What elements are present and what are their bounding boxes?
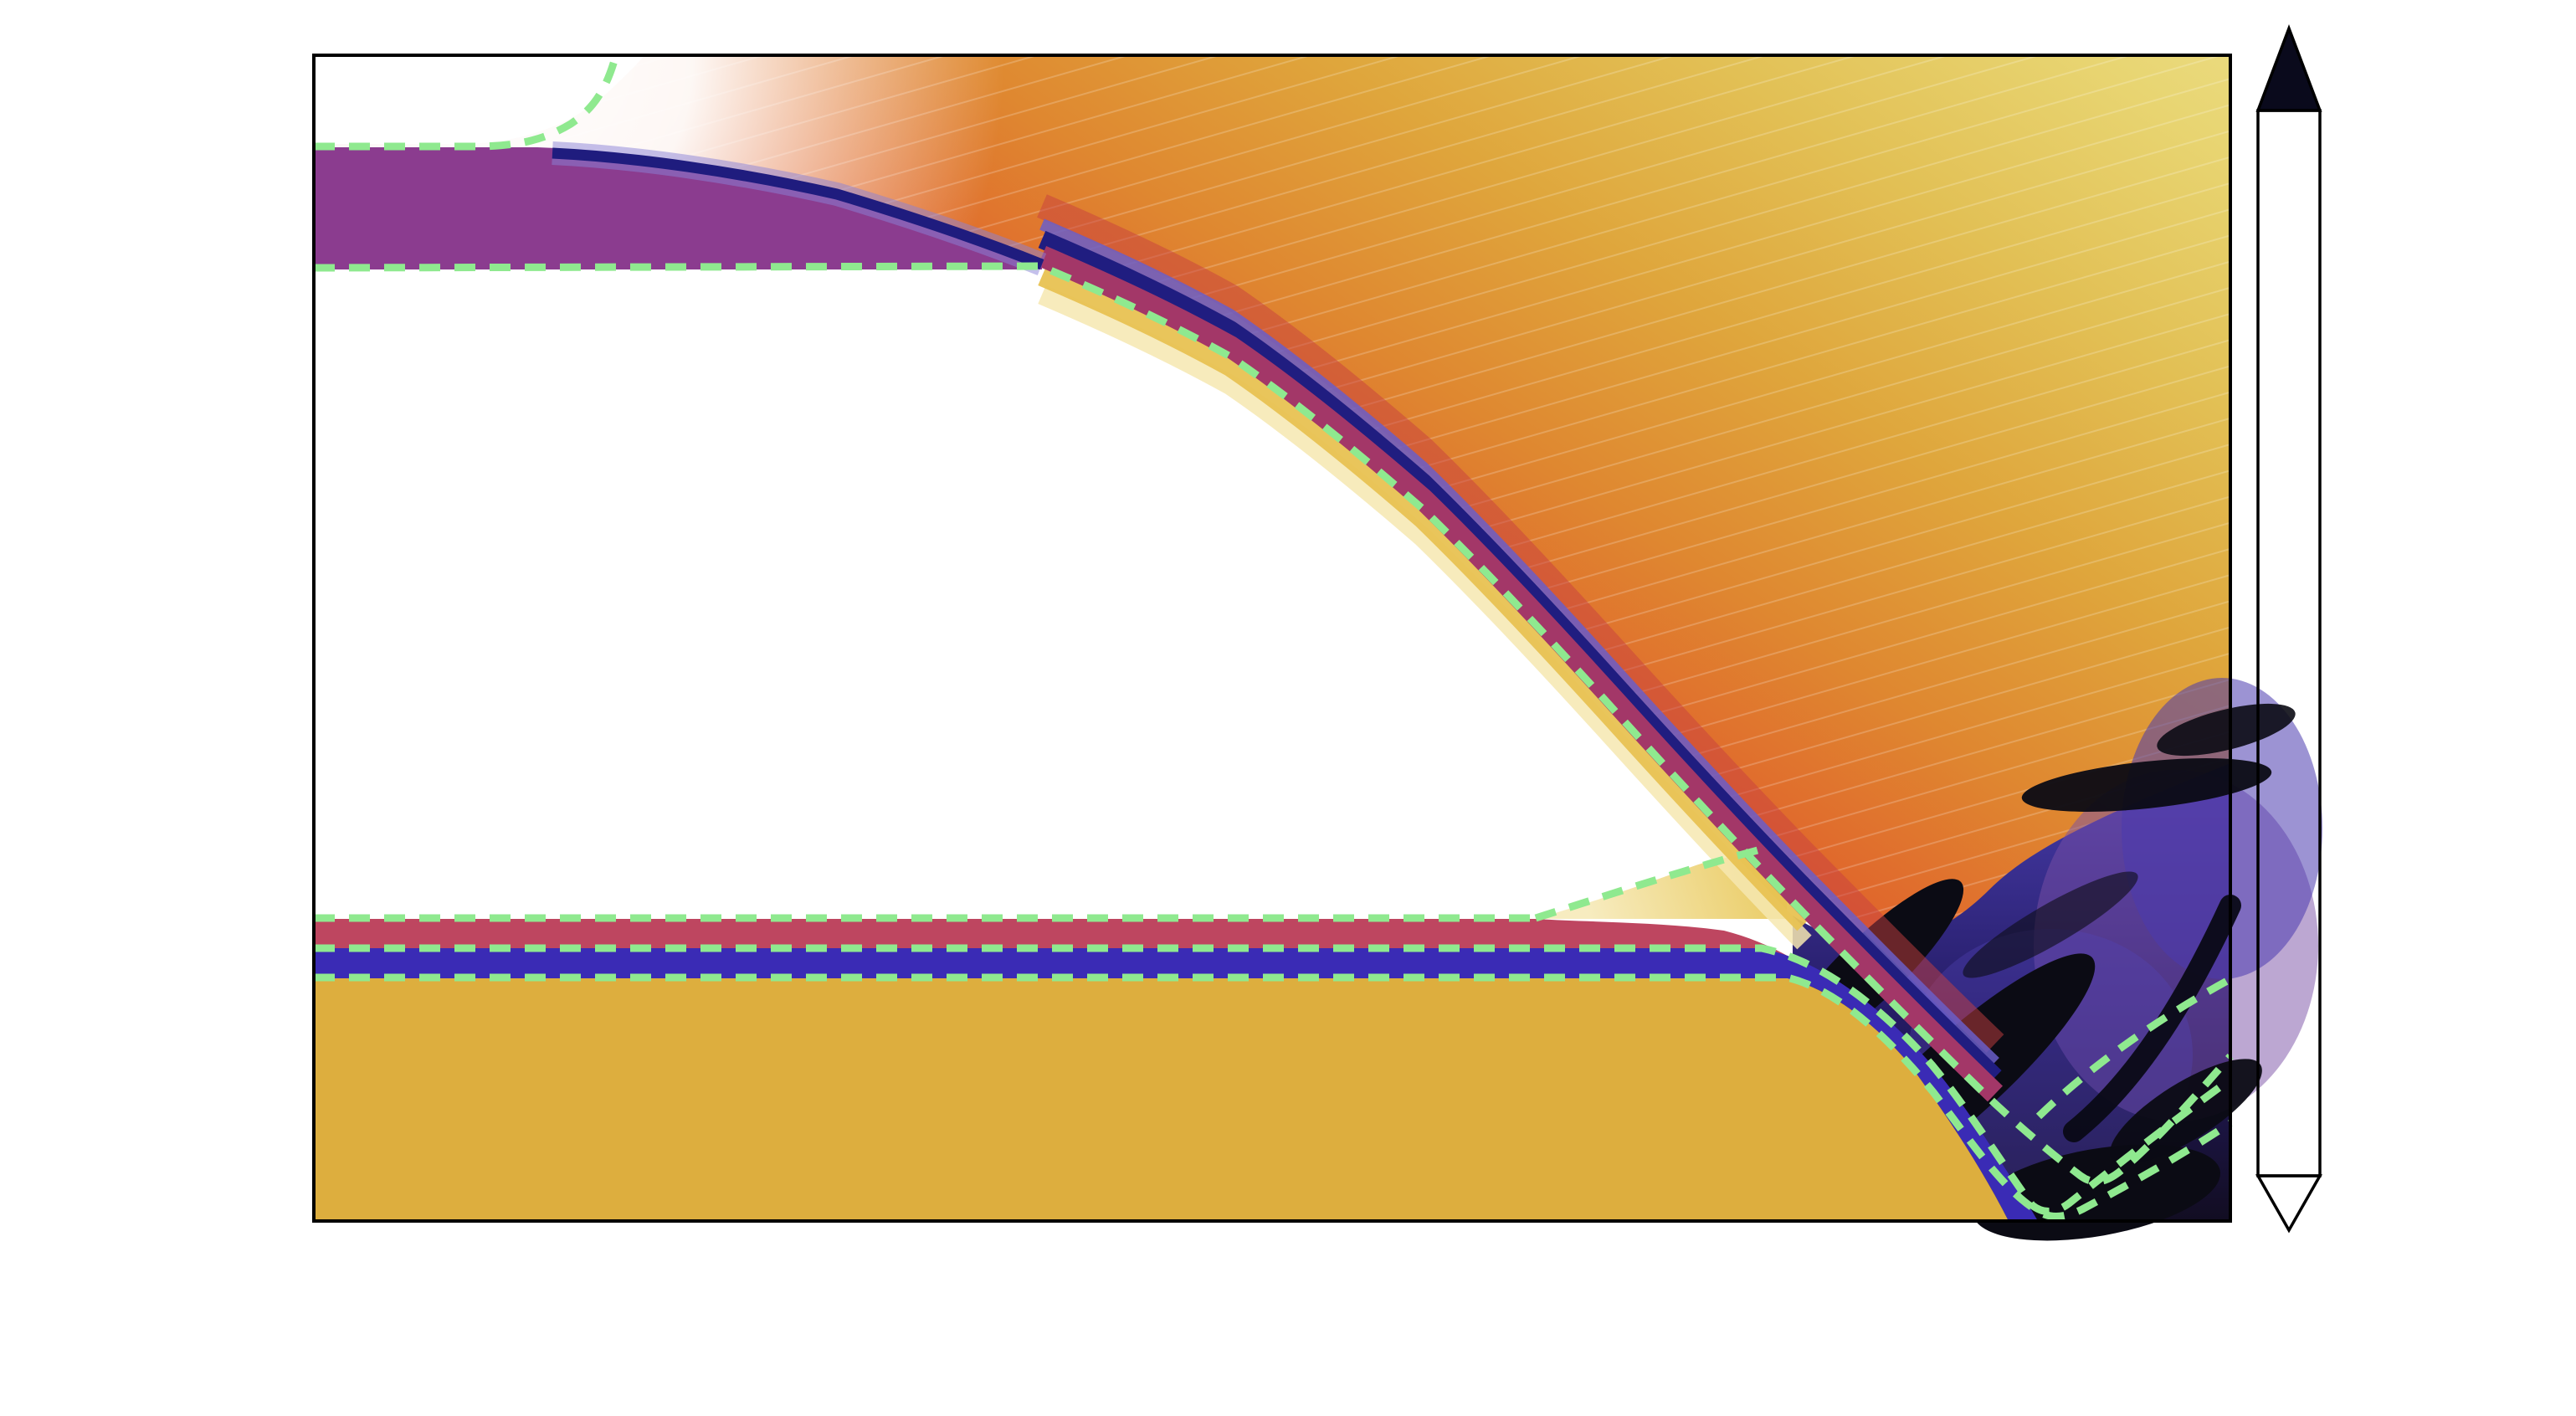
colorbar (2255, 24, 2323, 1234)
initial-shell-purple (314, 147, 1042, 269)
shell-front-fringe (1038, 266, 1812, 950)
interface-shell-inner (313, 262, 2234, 1186)
colorbar-extend-min (2255, 1174, 2323, 1234)
interface-rarefaction (1534, 846, 1759, 922)
colorbar-extend-max (2255, 24, 2322, 112)
interface-gold-core-top (314, 973, 2233, 1221)
material-interfaces (313, 50, 2234, 1221)
plot-frame (312, 54, 2232, 1223)
colorbar-gradient (2256, 109, 2322, 1177)
white-fan (0, 0, 1004, 577)
interface-blue-layer-top (314, 944, 2233, 1215)
reflected-outgoing-shock (2063, 895, 2241, 1142)
stagnation-violet-glow (1908, 929, 2193, 1180)
corona-contour-texture (314, 55, 2230, 1180)
inflight-shell-strips (1037, 194, 2004, 1102)
layer-red (314, 919, 1982, 1188)
ablation-shock-line (552, 147, 1044, 270)
density-field (0, 0, 2322, 1241)
interface-rebound-upper (2035, 976, 2233, 1120)
layer-gold-core (314, 978, 2009, 1221)
layer-blue (314, 948, 2038, 1221)
interface-outer-ablator (314, 50, 621, 151)
